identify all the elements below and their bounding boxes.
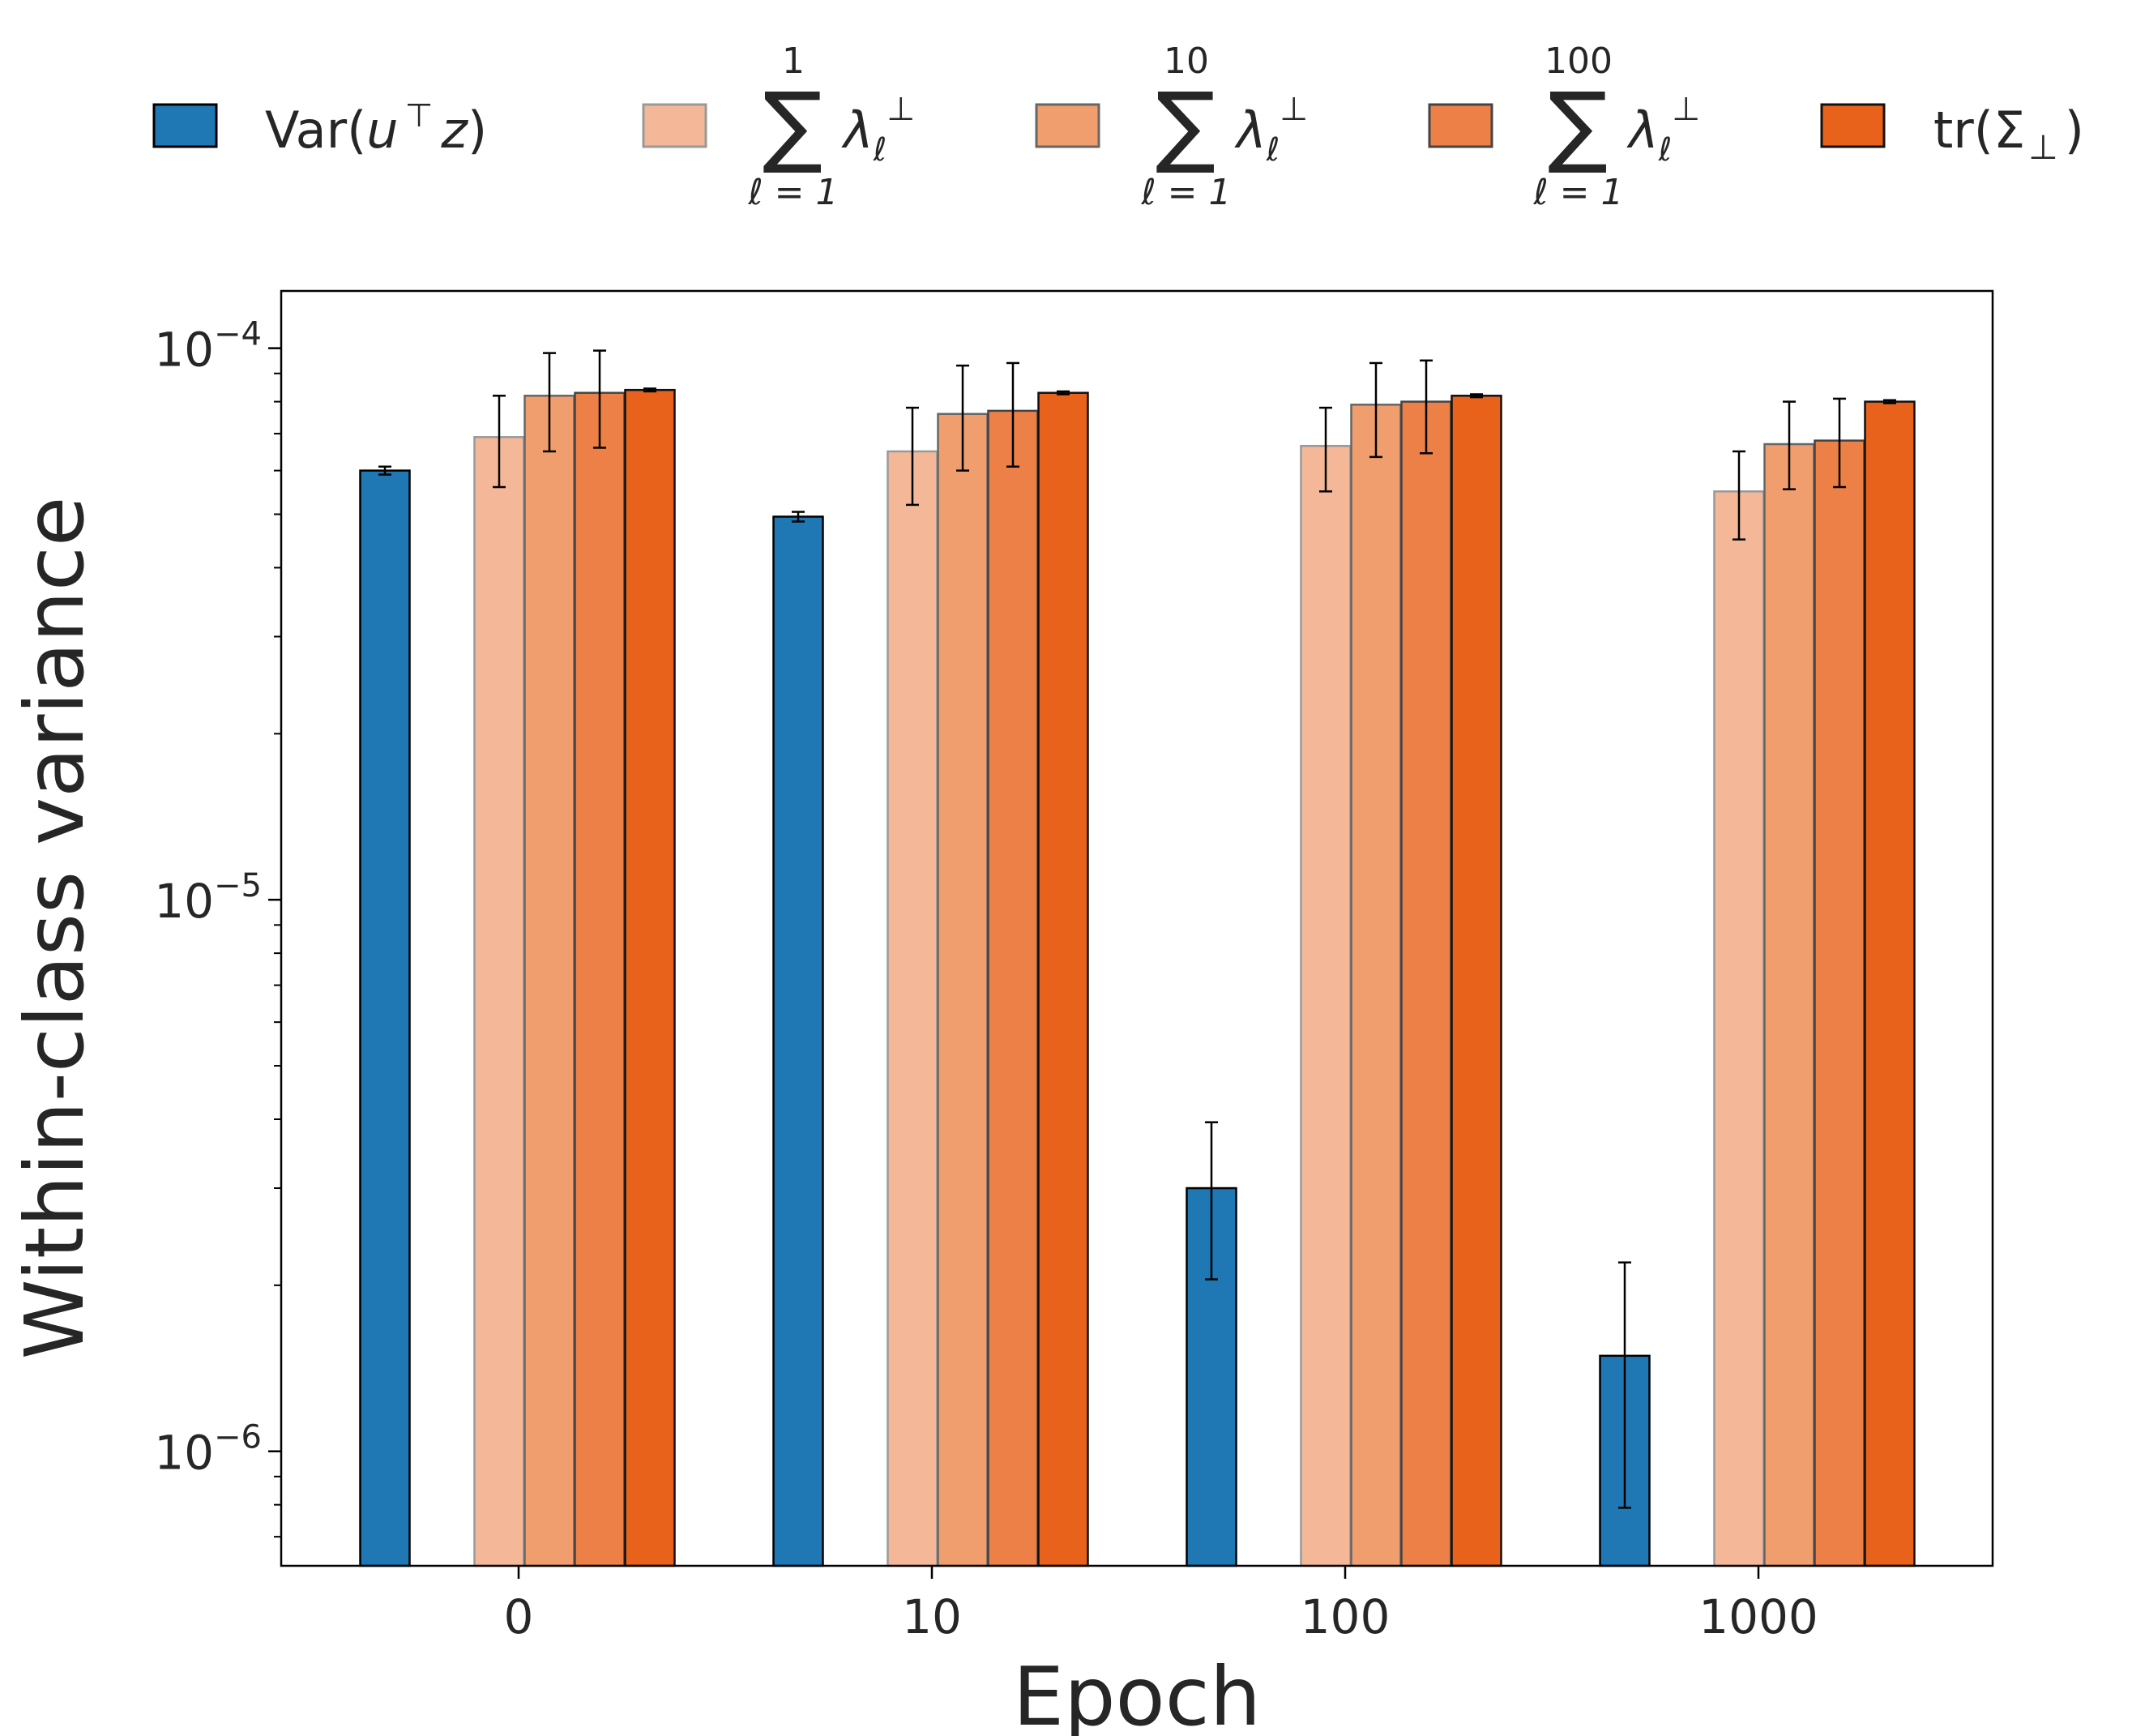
- legend-sum-upper: 100: [1545, 41, 1613, 82]
- x-tick-label: 10: [902, 1589, 962, 1644]
- bar-sum1-0: [473, 436, 525, 1567]
- plot-area: [359, 349, 1916, 1567]
- legend-label: Var(u ⊤ z): [265, 97, 487, 160]
- legend-sum-upper: 10: [1164, 41, 1209, 82]
- legend-item-sum100: 100∑ℓ = 1λℓ⊥: [1428, 41, 1700, 213]
- legend-swatch: [1428, 103, 1493, 148]
- legend-swatch: [1035, 103, 1100, 148]
- bar-trace-1000: [1864, 400, 1916, 1567]
- bar-sum100-0: [574, 391, 626, 1567]
- legend-sum-lower: ℓ = 1: [1532, 172, 1623, 213]
- legend-item-var: Var(u ⊤ z): [152, 97, 487, 160]
- x-axis-label: Epoch: [1013, 1649, 1261, 1736]
- bar-sum10-1000: [1763, 443, 1815, 1567]
- legend-item-trace: tr(Σ⊥): [1820, 100, 2084, 167]
- x-tick-label: 0: [504, 1589, 534, 1644]
- y-tick-label: 10−5: [154, 867, 262, 929]
- legend-swatch: [642, 103, 707, 148]
- legend-lambda: λℓ⊥: [1234, 91, 1308, 169]
- bar-trace-0: [624, 388, 676, 1567]
- bar-sum1-1000: [1713, 490, 1765, 1567]
- legend-swatch: [152, 103, 218, 148]
- legend-sum-sigma: ∑: [763, 73, 822, 177]
- x-tick-label: 100: [1301, 1589, 1391, 1644]
- bar-trace-10: [1037, 391, 1089, 1567]
- bar-var-10: [772, 515, 824, 1567]
- legend-lambda: λℓ⊥: [841, 91, 915, 169]
- bar-var-0: [359, 469, 411, 1567]
- y-axis: 10−4 10−5 10−6: [154, 316, 281, 1538]
- y-tick-label: 10−4: [154, 316, 262, 378]
- bar-sum1-10: [887, 450, 938, 1567]
- legend-item-sum1: 1∑ℓ = 1λℓ⊥: [642, 41, 915, 213]
- bar-sum100-100: [1400, 400, 1452, 1567]
- bar-trace-100: [1451, 395, 1502, 1567]
- bar-sum10-10: [937, 413, 989, 1567]
- x-axis: 0 10 100 1000: [504, 1566, 1818, 1644]
- bar-sum100-1000: [1814, 439, 1865, 1567]
- axes-frame: [280, 289, 1994, 1567]
- bar-sum1-100: [1300, 444, 1352, 1567]
- legend-sum-lower: ℓ = 1: [1140, 172, 1231, 213]
- y-axis-label: Within-class variance: [7, 497, 102, 1360]
- legend-item-sum10: 10∑ℓ = 1λℓ⊥: [1035, 41, 1308, 213]
- bar-sum100-10: [987, 409, 1039, 1567]
- legend-lambda: λℓ⊥: [1626, 91, 1700, 169]
- bar-sum10-0: [523, 395, 575, 1567]
- legend-sum-lower: ℓ = 1: [747, 172, 838, 213]
- legend-label: tr(Σ⊥): [1933, 100, 2084, 167]
- bar-sum10-100: [1350, 404, 1402, 1567]
- legend-sum-upper: 1: [782, 41, 805, 82]
- legend-sum-sigma: ∑: [1156, 73, 1216, 177]
- y-tick-label: 10−6: [154, 1419, 262, 1481]
- legend-swatch: [1820, 103, 1886, 148]
- legend-sum-sigma: ∑: [1548, 73, 1608, 177]
- legend: Var(u ⊤ z) 1∑ℓ = 1λℓ⊥10∑ℓ = 1λℓ⊥100∑ℓ = 1λ…: [152, 41, 2084, 213]
- x-tick-label: 1000: [1698, 1589, 1818, 1644]
